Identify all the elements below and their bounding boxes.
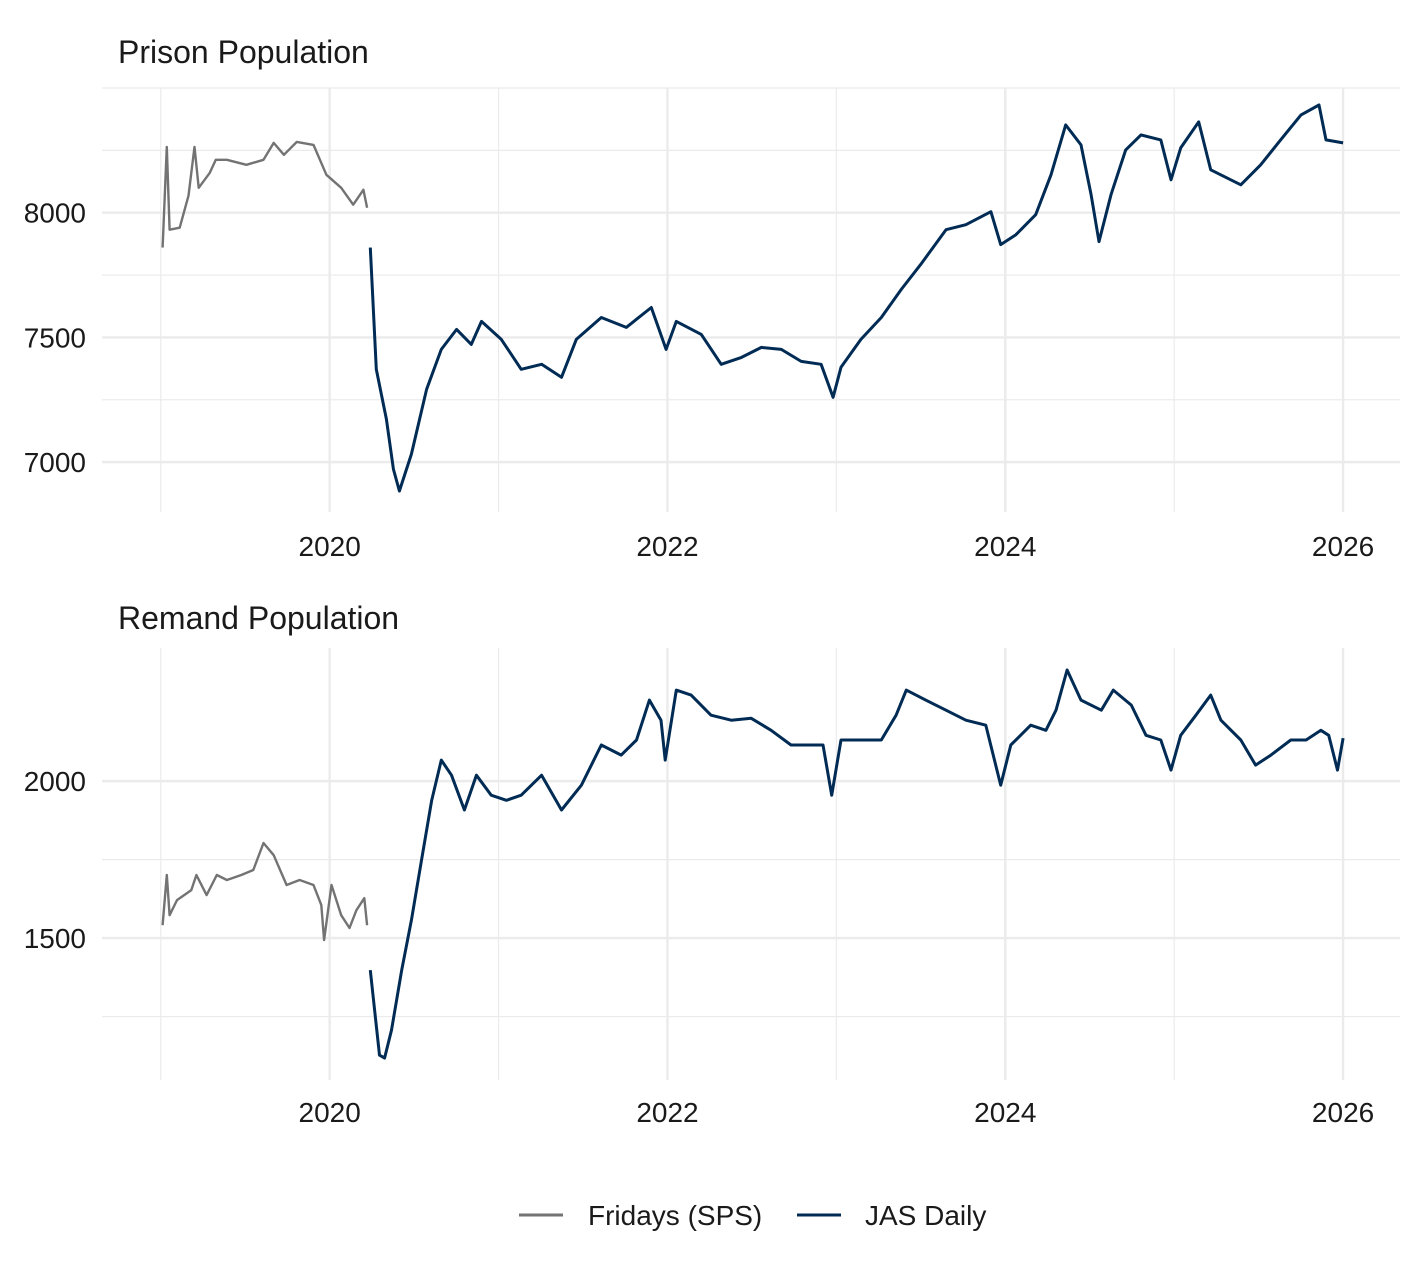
x-tick-label: 2020 — [299, 531, 361, 562]
x-tick-label: 2022 — [636, 1097, 698, 1128]
grid — [102, 648, 1400, 1080]
y-tick-label: 2000 — [24, 766, 86, 797]
series-line-fridays-sps — [161, 140, 369, 248]
panel-remand-population: Remand Population 1500 2000 2020 2022 2024 20… — [24, 600, 1400, 1128]
legend-label-fridays-sps: Fridays (SPS) — [588, 1200, 762, 1231]
x-tick-label: 2024 — [974, 531, 1036, 562]
legend-label-jas-daily: JAS Daily — [865, 1200, 986, 1231]
panel-title: Prison Population — [118, 34, 369, 70]
panel-prison-population: Prison Population 7000 7500 8000 2020 2022 20… — [24, 34, 1400, 562]
y-tick-label: 8000 — [24, 198, 86, 229]
y-tick-label: 1500 — [24, 923, 86, 954]
series-line-jas-daily — [368, 103, 1344, 493]
grid — [102, 87, 1400, 512]
x-tick-label: 2026 — [1312, 1097, 1374, 1128]
x-tick-label: 2020 — [299, 1097, 361, 1128]
x-tick-label: 2024 — [974, 1097, 1036, 1128]
legend: Fridays (SPS) JAS Daily — [519, 1200, 986, 1231]
x-tick-label: 2026 — [1312, 531, 1374, 562]
y-tick-label: 7000 — [24, 447, 86, 478]
x-tick-label: 2022 — [636, 531, 698, 562]
series-line-fridays-sps — [161, 841, 369, 942]
panel-title: Remand Population — [118, 600, 399, 636]
series-line-jas-daily — [368, 668, 1345, 1060]
y-tick-label: 7500 — [24, 322, 86, 353]
